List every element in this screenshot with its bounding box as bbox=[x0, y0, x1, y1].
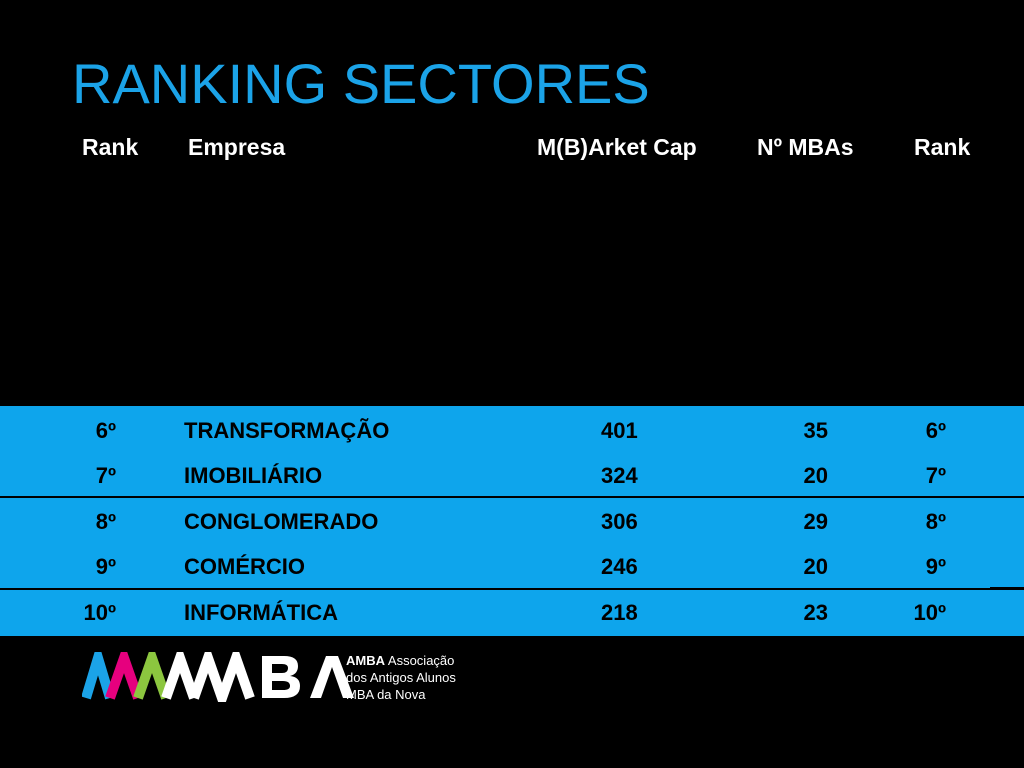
table-row: 7º IMOBILIÁRIO 324 20 7º bbox=[0, 461, 1024, 491]
logo-caption: AMBA Associação dos Antigos Alunos MBA d… bbox=[346, 652, 456, 703]
header-market-cap: M(B)Arket Cap bbox=[537, 134, 697, 160]
cell-mbas: 23 bbox=[803, 600, 828, 625]
cell-rank: 9º bbox=[95, 554, 116, 579]
cell-mbas: 20 bbox=[803, 554, 828, 579]
cell-sector: INFORMÁTICA bbox=[184, 600, 338, 625]
band-divider bbox=[990, 587, 1024, 590]
table-band bbox=[0, 590, 1024, 636]
amba-logo bbox=[82, 652, 354, 702]
cell-sector: TRANSFORMAÇÃO bbox=[184, 418, 390, 443]
cell-market-cap: 401 bbox=[601, 418, 638, 443]
page-title: RANKING SECTORES bbox=[72, 52, 650, 115]
table-band bbox=[0, 498, 1024, 588]
cell-mbas: 29 bbox=[803, 509, 828, 534]
cell-rank: 6º bbox=[95, 418, 116, 443]
table-row: 9º COMÉRCIO 246 20 9º bbox=[0, 552, 1024, 582]
cell-sector: IMOBILIÁRIO bbox=[184, 463, 323, 488]
header-empresa: Empresa bbox=[188, 134, 286, 160]
cell-mbas: 20 bbox=[803, 463, 828, 488]
logo-line2: dos Antigos Alunos bbox=[346, 670, 456, 685]
logo-line1: Associação bbox=[387, 653, 455, 668]
cell-market-cap: 218 bbox=[601, 600, 638, 625]
cell-rank-2: 6º bbox=[925, 418, 946, 443]
cell-market-cap: 306 bbox=[601, 509, 638, 534]
cell-rank-2: 7º bbox=[925, 463, 946, 488]
cell-rank-2: 8º bbox=[925, 509, 946, 534]
logo-wordmark: AMBA bbox=[346, 653, 385, 668]
cell-rank-2: 10º bbox=[913, 600, 946, 625]
cell-market-cap: 324 bbox=[601, 463, 638, 488]
header-mbas: Nº MBAs bbox=[757, 134, 854, 160]
cell-market-cap: 246 bbox=[601, 554, 638, 579]
cell-sector: CONGLOMERADO bbox=[184, 509, 379, 534]
table-row: 10º INFORMÁTICA 218 23 10º bbox=[0, 598, 1024, 628]
table-header: Rank Empresa M(B)Arket Cap Nº MBAs Rank bbox=[0, 134, 1024, 162]
table-row: 6º TRANSFORMAÇÃO 401 35 6º bbox=[0, 416, 1024, 446]
cell-sector: COMÉRCIO bbox=[184, 554, 305, 579]
cell-rank-2: 9º bbox=[925, 554, 946, 579]
cell-rank: 10º bbox=[83, 600, 116, 625]
cell-rank: 7º bbox=[95, 463, 116, 488]
table-band bbox=[0, 406, 1024, 496]
table-row: 8º CONGLOMERADO 306 29 8º bbox=[0, 507, 1024, 537]
cell-rank: 8º bbox=[95, 509, 116, 534]
header-rank-2: Rank bbox=[914, 134, 971, 160]
header-rank: Rank bbox=[82, 134, 139, 160]
logo-line3: MBA da Nova bbox=[346, 687, 426, 702]
cell-mbas: 35 bbox=[803, 418, 828, 443]
